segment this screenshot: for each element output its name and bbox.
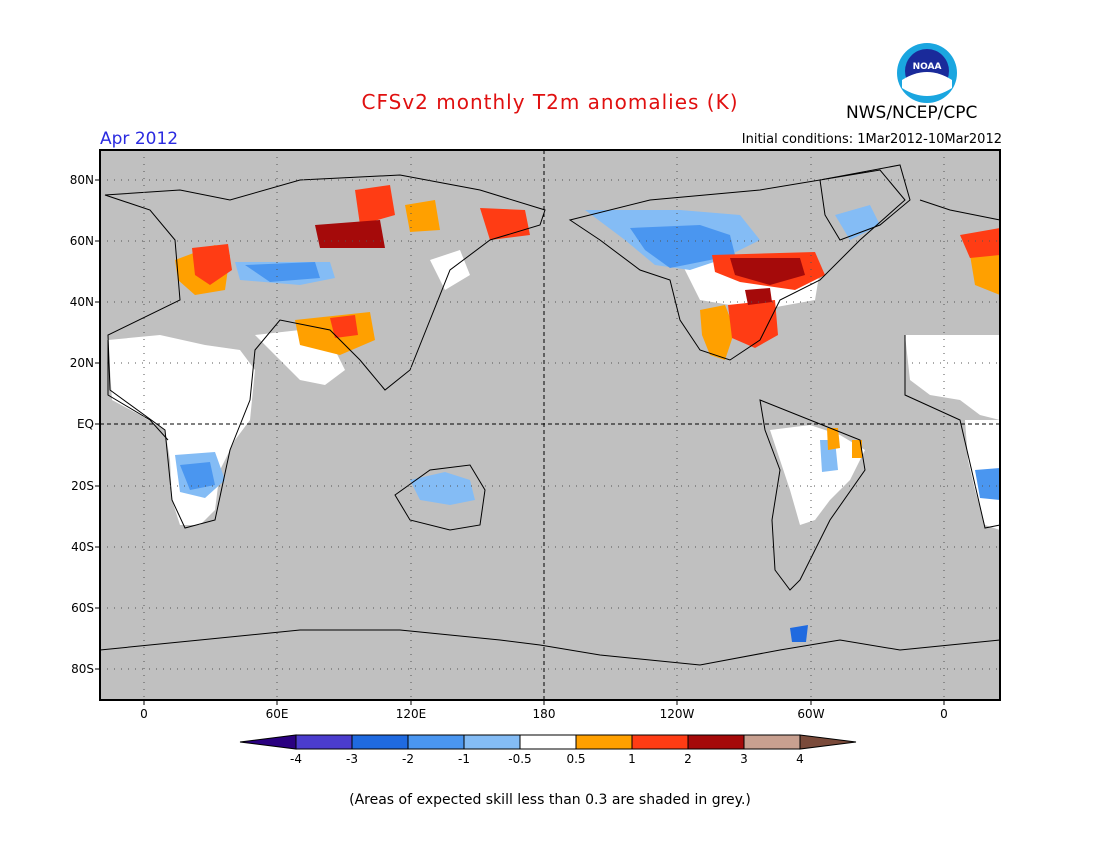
lat-label-80n: 80N — [69, 173, 94, 187]
europe-right-red — [960, 228, 1000, 258]
africa-right-blue — [975, 468, 1000, 500]
forecast-month: Apr 2012 — [100, 129, 179, 149]
antarctic-blue — [790, 625, 808, 642]
colorbar-tick-label: 0.5 — [566, 752, 586, 766]
colorbar-segment — [743, 734, 801, 750]
agency-label: NWS/NCEP/CPC — [846, 103, 978, 123]
lat-label-40n: 40N — [69, 295, 94, 309]
colorbar-tick-label: 1 — [628, 752, 636, 766]
lon-label-60e: 60E — [265, 707, 289, 721]
sa-orange — [827, 428, 840, 450]
coastline-south-america — [759, 399, 866, 591]
colorbar-tick-label: 2 — [684, 752, 692, 766]
us-orange — [700, 305, 735, 360]
coastline-eurasia — [104, 174, 546, 529]
siberia-red — [355, 185, 395, 225]
colorbar-segment — [463, 734, 521, 750]
lat-label-20n: 20N — [69, 356, 94, 370]
asia-blue — [245, 262, 320, 282]
siberia-darkred — [315, 220, 385, 248]
colorbar-segment — [687, 734, 745, 750]
colorbar-segment — [631, 734, 689, 750]
lat-label-80s: 80S — [71, 662, 94, 676]
europe-red — [192, 244, 232, 285]
colorbar-tick-label: -2 — [402, 752, 414, 766]
greenland-lightblue — [835, 205, 880, 240]
coastline-africa-right — [904, 335, 1001, 529]
australia-lightblue — [410, 472, 475, 505]
lon-label-120w: 120W — [659, 707, 695, 721]
lon-label-60w: 60W — [797, 707, 825, 721]
colorbar-arrow-left — [239, 734, 297, 750]
colorbar-segment — [519, 734, 577, 750]
china-red — [330, 315, 358, 338]
axis-ticks — [95, 179, 945, 705]
lat-label-60s: 60S — [71, 601, 94, 615]
lat-label-eq: EQ — [76, 417, 94, 431]
colorbar-segment — [407, 734, 465, 750]
lat-label-60n: 60N — [69, 234, 94, 248]
lon-label-0: 0 — [140, 707, 148, 721]
southamerica-white — [770, 425, 865, 525]
lon-label-120e: 120E — [395, 707, 427, 721]
coastline-australia — [394, 464, 486, 531]
coastlines — [99, 164, 1001, 666]
colorbar-arrow-right — [799, 734, 857, 750]
colorbar-tick-label: -0.5 — [508, 752, 532, 766]
canada-darkred — [730, 258, 805, 285]
coastline-greenland — [819, 164, 911, 241]
us-east-red — [728, 300, 778, 348]
colorbar-segment — [295, 734, 353, 750]
colorbar-segment — [575, 734, 633, 750]
colorbar-segment — [351, 734, 409, 750]
coastline-europe-right — [919, 199, 1001, 221]
noaa-logo: NOAA — [897, 43, 957, 103]
footnote: (Areas of expected skill less than 0.3 a… — [349, 792, 751, 808]
colorbar-tick-label: 4 — [796, 752, 804, 766]
lon-label-0-right: 0 — [940, 707, 948, 721]
colorbar-tick-label: -4 — [290, 752, 302, 766]
colorbar-tick-label: 3 — [740, 752, 748, 766]
lon-label-180: 180 — [532, 707, 556, 721]
colorbar-tick-label: -3 — [346, 752, 358, 766]
graticule — [100, 150, 1000, 700]
coastline-africa-west — [107, 340, 169, 441]
logo-text: NOAA — [913, 62, 942, 72]
coastline-antarctica — [99, 629, 1001, 666]
colorbar-tick-label: -1 — [458, 752, 470, 766]
map-title: CFSv2 monthly T2m anomalies (K) — [361, 90, 739, 114]
anomaly-patches — [108, 185, 1000, 642]
siberia-orange — [405, 200, 440, 232]
map-frame — [99, 149, 1001, 701]
africa-blue — [180, 462, 215, 490]
lat-label-20s: 20S — [71, 479, 94, 493]
us-darkred — [745, 288, 772, 305]
initial-conditions: Initial conditions: 1Mar2012-10Mar2012 — [741, 132, 1002, 147]
sa-orange2 — [852, 440, 862, 458]
africa-white-right — [905, 335, 1000, 420]
na-blue — [630, 225, 735, 268]
lat-label-40s: 40S — [71, 540, 94, 554]
europe-right-orange — [970, 245, 1000, 295]
